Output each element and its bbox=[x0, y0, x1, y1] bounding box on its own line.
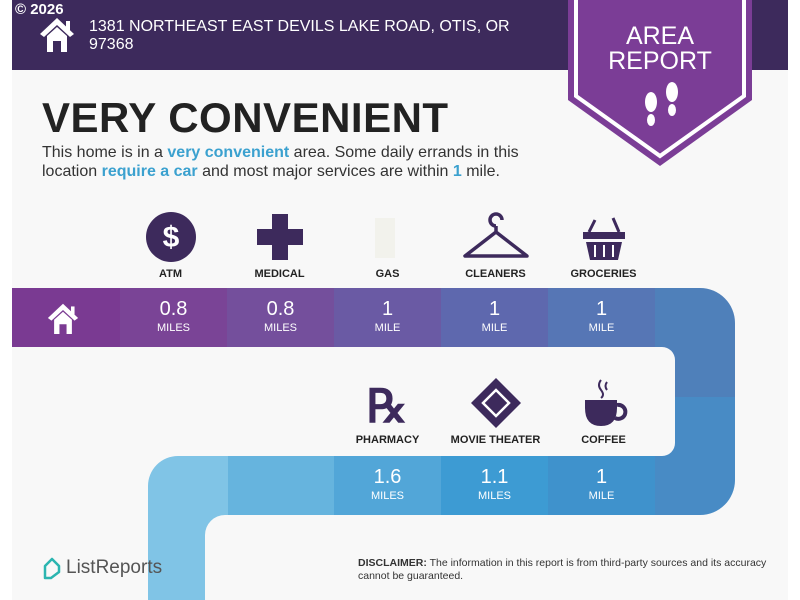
amenity-coffee: COFFEE bbox=[550, 378, 657, 446]
badge-line1: AREA bbox=[625, 22, 695, 50]
distance-groceries: 1 MILE bbox=[548, 288, 655, 347]
hanger-icon bbox=[462, 212, 529, 258]
distance-unit: MILES bbox=[263, 322, 297, 334]
amenity-cleaners: CLEANERS bbox=[442, 212, 549, 280]
distance-unit: MILES bbox=[370, 490, 404, 502]
home-icon bbox=[40, 18, 74, 52]
amenity-label: MOVIE THEATER bbox=[450, 434, 541, 446]
amenity-pharmacy: ℞ PHARMACY bbox=[334, 378, 441, 446]
disclaimer: DISCLAIMER: The information in this repo… bbox=[358, 557, 778, 583]
amenity-label: PHARMACY bbox=[355, 434, 420, 446]
distance-value: 0.8 bbox=[159, 298, 188, 320]
listreports-logo-icon bbox=[43, 557, 61, 580]
distance-value: 1 bbox=[595, 466, 608, 488]
dollar-icon: $ bbox=[145, 212, 196, 262]
distance-gas: 1 MILE bbox=[334, 288, 441, 347]
badge-title: AREA REPORT bbox=[568, 24, 752, 74]
disclaimer-text: The information in this report is from t… bbox=[358, 557, 767, 582]
amenity-label: CLEANERS bbox=[465, 268, 526, 280]
distance-cleaners: 1 MILE bbox=[441, 288, 548, 347]
gas-pump-icon bbox=[374, 218, 395, 258]
medical-cross-icon bbox=[256, 214, 303, 260]
distance-value: 0.8 bbox=[266, 298, 295, 320]
amenity-label: COFFEE bbox=[581, 434, 626, 446]
amenity-movie-theater: MOVIE THEATER bbox=[442, 378, 549, 446]
amenity-gas: GAS bbox=[334, 212, 441, 280]
badge-line2: REPORT bbox=[608, 47, 712, 75]
property-address: 1381 NORTHEAST EAST DEVILS LAKE ROAD, OT… bbox=[89, 18, 510, 53]
rx-icon: ℞ bbox=[366, 380, 407, 428]
home-start-icon bbox=[47, 303, 79, 334]
amenity-label: ATM bbox=[158, 268, 182, 280]
amenity-groceries: GROCERIES bbox=[550, 212, 657, 280]
convenience-rating: VERY CONVENIENT bbox=[42, 94, 449, 141]
amenity-label: GROCERIES bbox=[570, 268, 637, 280]
basket-icon bbox=[582, 217, 625, 260]
area-report-badge bbox=[568, 0, 752, 166]
distance-movie-theater: 1.1 MILES bbox=[441, 456, 548, 515]
ticket-icon bbox=[470, 378, 521, 428]
distance-medical: 0.8 MILES bbox=[227, 288, 334, 347]
amenity-atm: $ ATM bbox=[117, 212, 224, 280]
amenity-label: MEDICAL bbox=[254, 268, 305, 280]
distance-value: 1.1 bbox=[480, 466, 509, 488]
amenity-medical: MEDICAL bbox=[226, 212, 333, 280]
coffee-cup-icon bbox=[584, 379, 627, 426]
t3: and most major services are within bbox=[197, 163, 453, 180]
distance-unit: MILE bbox=[588, 490, 615, 502]
listreports-logo: ListReports bbox=[42, 556, 162, 580]
t2: area. Some daily errands in this locatio… bbox=[42, 144, 519, 180]
svg-text:℞: ℞ bbox=[366, 380, 407, 428]
distance-value: 1 bbox=[381, 298, 394, 320]
distance-value: 1.6 bbox=[373, 466, 402, 488]
distance-unit: MILE bbox=[588, 322, 615, 334]
t1: This home is in a bbox=[42, 144, 168, 161]
t4: mile. bbox=[461, 163, 500, 180]
copyright: © 2026 bbox=[15, 1, 64, 18]
disclaimer-label: DISCLAIMER: bbox=[358, 557, 427, 569]
footsteps-icon bbox=[645, 82, 678, 126]
amenity-label: GAS bbox=[375, 268, 400, 280]
distance-coffee: 1 MILE bbox=[548, 456, 655, 515]
hl-rating: very convenient bbox=[167, 144, 290, 161]
distance-unit: MILES bbox=[156, 322, 190, 334]
distance-pharmacy: 1.6 MILES bbox=[334, 456, 441, 515]
distance-unit: MILE bbox=[374, 322, 401, 334]
hl-distance: 1 bbox=[452, 163, 462, 180]
distance-atm: 0.8 MILES bbox=[120, 288, 227, 347]
distance-unit: MILE bbox=[481, 322, 508, 334]
hl-car: require a car bbox=[101, 163, 198, 180]
svg-text:$: $ bbox=[162, 221, 179, 254]
distance-value: 1 bbox=[595, 298, 608, 320]
distance-value: 1 bbox=[488, 298, 501, 320]
distance-unit: MILES bbox=[477, 490, 511, 502]
summary-text: This home is in a very convenient area. … bbox=[42, 143, 562, 181]
logo-text: ListReports bbox=[66, 557, 163, 578]
